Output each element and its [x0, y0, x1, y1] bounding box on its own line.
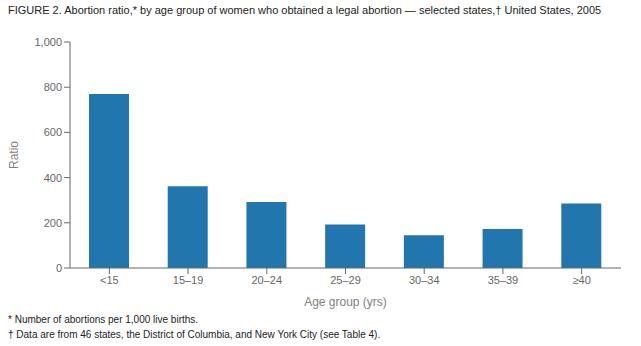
svg-text:20–24: 20–24 [251, 274, 282, 286]
html-text:† Data are from 46 states, the: † Data are from 46 states, the District … [8, 329, 381, 340]
svg-text:1,000: 1,000 [34, 36, 62, 48]
svg-text:800: 800 [44, 81, 62, 93]
svg-text:25–29: 25–29 [330, 274, 361, 286]
svg-text:400: 400 [44, 172, 62, 184]
svg-text:200: 200 [44, 217, 62, 229]
svg-text:35–39: 35–39 [488, 274, 519, 286]
html-text:FIGURE 2. Abortion ratio,* by: FIGURE 2. Abortion ratio,* by age group … [8, 4, 602, 16]
svg-text:600: 600 [44, 126, 62, 138]
html-text:* Number of abortions per 1,00: * Number of abortions per 1,000 live bir… [8, 314, 199, 325]
svg-text:30–34: 30–34 [409, 274, 440, 286]
svg-text:0: 0 [56, 262, 62, 274]
svg-text:<15: <15 [100, 274, 119, 286]
svg-text:Ratio: Ratio [8, 141, 21, 169]
svg-text:15–19: 15–19 [173, 274, 204, 286]
svg-text:Age group (yrs): Age group (yrs) [304, 295, 387, 309]
svg-text:≥40: ≥40 [573, 274, 591, 286]
